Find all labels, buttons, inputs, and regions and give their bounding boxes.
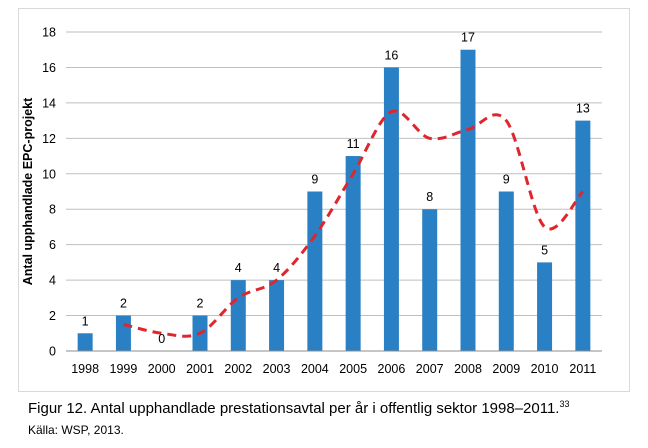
bar-1998 — [77, 333, 93, 351]
bar-2002 — [230, 280, 246, 351]
x-tick-label-2002: 2002 — [224, 362, 252, 376]
bars — [77, 49, 591, 351]
x-tick-label-2010: 2010 — [531, 362, 559, 376]
caption-footnote: 33 — [559, 399, 570, 409]
data-label-2008: 17 — [461, 31, 475, 45]
bar-2003 — [269, 280, 285, 351]
x-tick-label-2009: 2009 — [492, 362, 520, 376]
data-label-2000: 0 — [158, 332, 165, 346]
chart-frame — [18, 8, 630, 392]
y-tick-label: 14 — [42, 96, 56, 110]
bar-2005 — [345, 156, 361, 351]
y-tick-label: 16 — [42, 61, 56, 75]
y-tick-label: 2 — [49, 309, 56, 323]
figure-caption: Figur 12. Antal upphandlade prestationsa… — [28, 399, 570, 417]
data-label-2003: 4 — [273, 261, 280, 275]
y-axis-ticks: 0 2 4 6 8 10 12 14 16 18 — [42, 26, 56, 359]
data-label-2001: 2 — [197, 297, 204, 311]
x-tick-label-2006: 2006 — [378, 362, 406, 376]
trend-line — [123, 109, 585, 338]
x-tick-label-1999: 1999 — [110, 362, 138, 376]
data-label-1999: 2 — [120, 297, 127, 311]
data-label-1998: 1 — [82, 314, 89, 328]
data-label-2004: 9 — [311, 173, 318, 187]
y-tick-label: 12 — [42, 132, 56, 146]
data-labels: 1 2 0 2 4 4 9 11 16 8 17 9 5 13 — [82, 31, 590, 346]
bar-2007 — [422, 209, 438, 351]
x-tick-label-2004: 2004 — [301, 362, 329, 376]
data-label-2007: 8 — [426, 190, 433, 204]
y-axis-title: Antal upphandlade EPC-projekt — [21, 97, 35, 285]
x-axis-ticks: 1998 1999 2000 2001 2002 2003 2004 2005 2006 2007… — [71, 362, 596, 376]
x-tick-label-2000: 2000 — [148, 362, 176, 376]
data-label-2002: 4 — [235, 261, 242, 275]
gridlines — [66, 31, 602, 317]
x-tick-label-2005: 2005 — [339, 362, 367, 376]
trend-line-path — [123, 109, 585, 338]
data-label-2011: 13 — [576, 102, 590, 116]
x-tick-label-2001: 2001 — [186, 362, 214, 376]
data-label-2005: 11 — [347, 137, 360, 151]
bar-1999 — [115, 315, 131, 351]
bar-2009 — [498, 191, 514, 351]
y-tick-label: 4 — [49, 274, 56, 288]
data-label-2006: 16 — [384, 48, 398, 62]
y-tick-label: 6 — [49, 238, 56, 252]
y-tick-label: 10 — [42, 167, 56, 181]
x-tick-label-2011: 2011 — [569, 362, 596, 376]
x-tick-label-2007: 2007 — [416, 362, 444, 376]
x-tick-label-1998: 1998 — [71, 362, 99, 376]
caption-text: Figur 12. Antal upphandlade prestationsa… — [28, 400, 560, 417]
bar-2010 — [537, 262, 553, 351]
data-label-2009: 9 — [503, 173, 510, 187]
figure-source: Källa: WSP, 2013. — [28, 423, 124, 437]
bar-2008 — [460, 49, 476, 351]
y-tick-label: 8 — [49, 203, 56, 217]
y-tick-label: 18 — [42, 26, 56, 40]
bar-2004 — [307, 191, 323, 351]
x-tick-label-2003: 2003 — [263, 362, 291, 376]
x-tick-label-2008: 2008 — [454, 362, 482, 376]
data-label-2010: 5 — [541, 243, 548, 257]
bar-2006 — [383, 67, 399, 351]
y-tick-label: 0 — [49, 345, 56, 359]
bar-2011 — [575, 120, 591, 351]
